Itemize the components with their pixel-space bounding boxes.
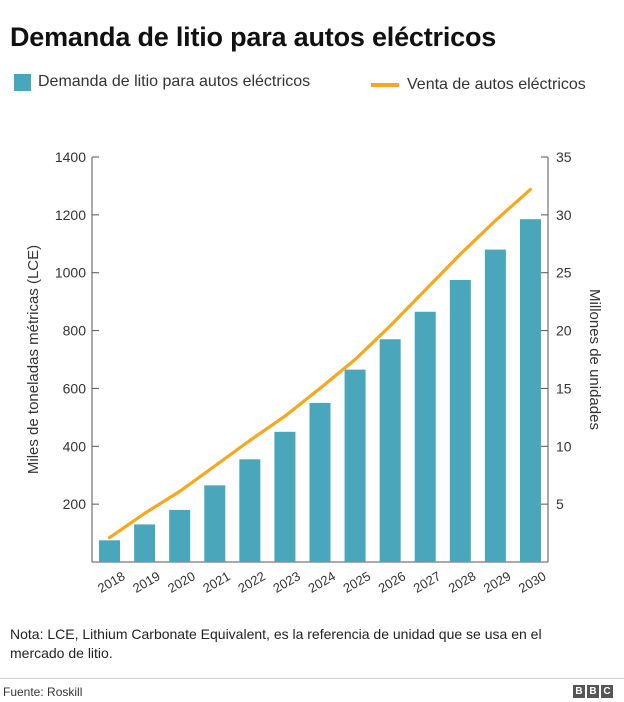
y-tick-label: 1400 — [55, 149, 86, 165]
y2-tick-label: 5 — [556, 496, 564, 512]
bar — [484, 249, 506, 563]
bar — [449, 279, 471, 562]
y2-tick-label: 20 — [556, 323, 572, 339]
x-tick-label: 2025 — [341, 568, 374, 595]
x-tick-label: 2022 — [235, 568, 268, 595]
x-tick-label: 2018 — [95, 568, 128, 595]
x-tick-label: 2030 — [516, 568, 549, 595]
logo-letter: C — [601, 685, 613, 698]
bar — [379, 339, 401, 562]
y-axis-title: Miles de toneladas métricas (LCE) — [25, 245, 42, 474]
y2-tick-label: 30 — [556, 207, 572, 223]
legend-item-line: Venta de autos eléctricos — [371, 76, 586, 94]
bar — [134, 524, 156, 562]
bar — [309, 402, 331, 562]
x-tick-label: 2023 — [270, 568, 303, 595]
bar — [99, 540, 121, 562]
x-tick-label: 2029 — [481, 568, 514, 595]
legend-item-bars: Demanda de litio para autos eléctricos — [14, 73, 310, 91]
bar — [169, 509, 191, 562]
chart-note: Nota: LCE, Lithium Carbonate Equivalent,… — [10, 626, 542, 661]
y-tick-label: 400 — [63, 438, 87, 454]
x-tick-label: 2026 — [376, 568, 409, 595]
bar — [204, 485, 226, 562]
x-tick-label: 2021 — [200, 568, 233, 595]
y2-tick-label: 10 — [556, 438, 572, 454]
bar-swatch-icon — [14, 73, 31, 91]
y-tick-label: 200 — [63, 496, 87, 512]
x-tick-label: 2020 — [165, 568, 198, 595]
bar — [274, 431, 296, 562]
y-tick-label: 800 — [63, 323, 87, 339]
legend-label-line: Venta de autos eléctricos — [407, 76, 586, 93]
y2-tick-label: 35 — [556, 149, 572, 165]
legend-label-bars: Demanda de litio para autos eléctricos — [38, 73, 311, 90]
x-tick-label: 2028 — [446, 568, 479, 595]
bar — [344, 369, 366, 562]
y-tick-label: 600 — [63, 380, 87, 396]
y2-tick-label: 25 — [556, 265, 572, 281]
logo-letter: B — [587, 685, 599, 698]
bar — [414, 311, 436, 562]
line-swatch-icon — [371, 83, 399, 87]
x-tick-label: 2027 — [411, 568, 444, 595]
x-tick-label: 2024 — [305, 568, 338, 595]
x-tick-label: 2019 — [130, 568, 163, 595]
bar — [519, 219, 541, 563]
y2-axis-title: Millones de unidades — [586, 289, 603, 430]
source-text: Fuente: Roskill — [3, 685, 83, 699]
bbc-logo: B B C — [573, 685, 613, 698]
y-tick-label: 1200 — [55, 207, 86, 223]
chart-title: Demanda de litio para autos eléctricos — [10, 22, 497, 52]
bar — [239, 459, 261, 562]
chart-area: 2004006008001000120014005101520253035201… — [25, 149, 603, 596]
y2-tick-label: 15 — [556, 380, 572, 396]
logo-letter: B — [573, 685, 585, 698]
footer-divider — [0, 678, 624, 679]
y-tick-label: 1000 — [55, 265, 86, 281]
